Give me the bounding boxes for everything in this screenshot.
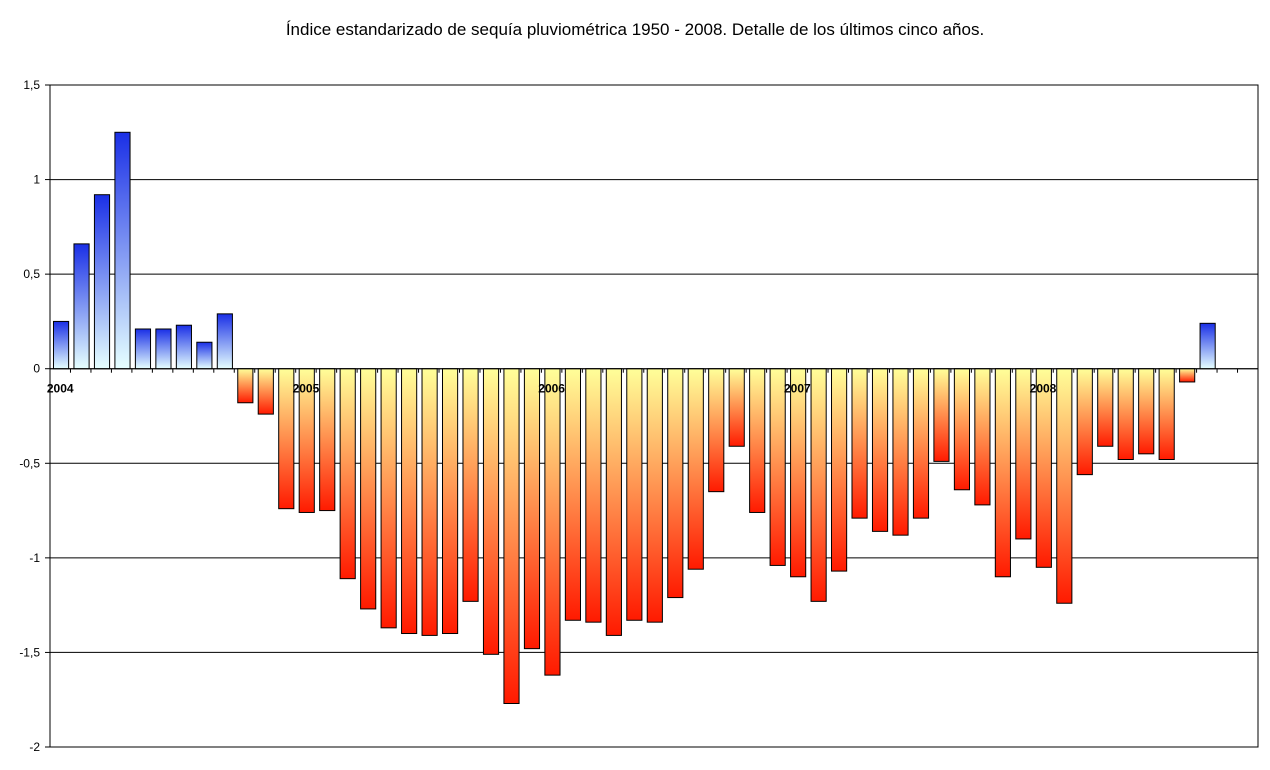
x-year-label: 2006: [538, 382, 565, 396]
bar: [790, 368, 807, 578]
bar: [544, 368, 561, 676]
bar: [1015, 368, 1032, 540]
x-year-label: 2004: [47, 382, 74, 396]
bar: [974, 368, 991, 506]
bar: [749, 368, 766, 513]
bar: [523, 368, 541, 650]
bar: [482, 368, 500, 655]
bar: [1056, 368, 1073, 604]
y-tick-label: 1,5: [23, 78, 40, 92]
y-tick-label: 0: [33, 362, 40, 376]
bar: [810, 368, 827, 602]
bar: [667, 368, 684, 599]
bar: [462, 368, 479, 602]
y-tick-label: -1,5: [19, 645, 40, 659]
bar: [769, 368, 786, 566]
bar: [626, 368, 643, 621]
bar: [155, 328, 172, 370]
bar: [892, 368, 909, 536]
bars: [52, 131, 1216, 704]
bar: [1138, 368, 1155, 455]
bar: [953, 368, 971, 491]
bar: [994, 368, 1011, 578]
x-year-label: 2005: [293, 382, 320, 396]
y-tick-label: 0,5: [23, 267, 40, 281]
chart-title: Índice estandarizado de sequía pluviomét…: [285, 20, 985, 39]
bar: [912, 368, 930, 519]
bar: [421, 368, 438, 636]
bar: [1035, 368, 1052, 568]
bar: [73, 243, 90, 370]
bar: [1097, 368, 1114, 447]
x-year-label: 2007: [784, 382, 811, 396]
bar: [216, 313, 233, 370]
y-tick-label: -1: [29, 551, 40, 565]
bar: [1179, 368, 1196, 383]
bar: [1117, 368, 1134, 461]
bar: [851, 368, 868, 519]
bar: [441, 368, 459, 635]
bar: [93, 194, 111, 370]
bar: [708, 368, 725, 493]
bar: [134, 328, 152, 370]
bar: [564, 368, 581, 621]
bar: [237, 368, 254, 404]
bar: [380, 368, 397, 629]
bar: [319, 368, 336, 512]
bar: [52, 320, 70, 370]
bar: [687, 368, 704, 570]
bar: [360, 368, 377, 610]
bar: [175, 324, 192, 370]
bar: [114, 131, 131, 370]
axis-labels: 1,5 1 0,5 0 -0,5 -1 -1,5 -2 2004 2005 2006 2007 2008: [19, 78, 1056, 754]
bar: [401, 368, 418, 635]
bar: [257, 368, 274, 415]
bar: [1076, 368, 1093, 476]
bar: [831, 368, 848, 572]
bar: [728, 368, 745, 447]
bar: [585, 368, 602, 623]
bar: [1199, 322, 1216, 370]
bar: [871, 368, 889, 532]
y-tick-label: -2: [29, 740, 40, 754]
bar: [278, 368, 295, 510]
bar: [339, 368, 356, 580]
bar: [605, 368, 622, 636]
bar: [646, 368, 663, 623]
bar: [503, 368, 520, 704]
bar: [196, 341, 213, 370]
bar: [1158, 368, 1175, 461]
bar: [933, 368, 950, 462]
x-year-label: 2008: [1030, 382, 1057, 396]
axes: [45, 84, 1259, 748]
y-tick-label: -0,5: [19, 456, 40, 470]
y-tick-label: 1: [33, 173, 40, 187]
